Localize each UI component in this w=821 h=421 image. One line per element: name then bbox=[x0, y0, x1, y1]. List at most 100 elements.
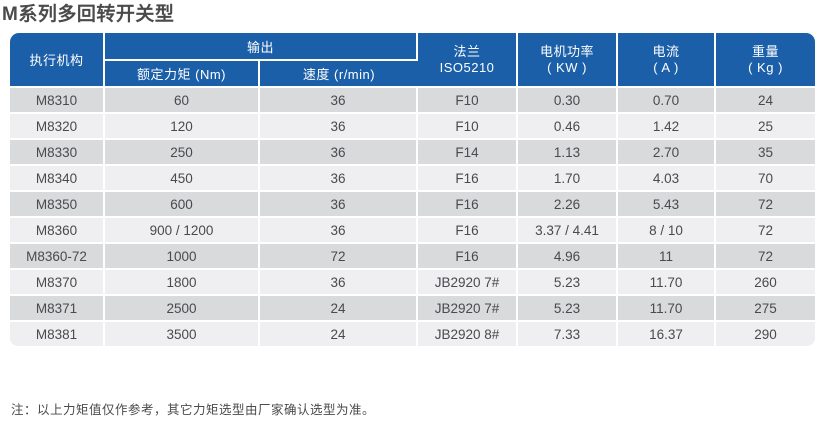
cell-flange: F16 bbox=[418, 218, 519, 244]
cell-actuator: M8370 bbox=[10, 270, 105, 296]
cell-speed: 36 bbox=[260, 88, 419, 114]
cell-speed: 36 bbox=[260, 192, 419, 218]
table-row: M8330 250 36 F14 1.13 2.70 35 bbox=[10, 140, 816, 166]
header-row-sub: 额定力矩 (Nm) 速度 (r/min) bbox=[10, 61, 815, 88]
col-header-motor-power-line1: 电机功率 bbox=[540, 43, 595, 59]
cell-current: 2.70 bbox=[618, 140, 717, 166]
cell-weight: 72 bbox=[716, 244, 816, 270]
table-row: M8310 60 36 F10 0.30 0.70 24 bbox=[10, 88, 816, 114]
col-header-output-group: 输出 bbox=[105, 33, 419, 61]
cell-weight: 35 bbox=[716, 140, 816, 166]
cell-actuator: M8360 bbox=[10, 218, 105, 244]
col-header-weight: 重量 ( Kg ) bbox=[716, 33, 816, 88]
cell-rated-torque: 250 bbox=[105, 140, 260, 166]
table-row: M8371 2500 24 JB2920 7# 5.23 11.70 275 bbox=[10, 296, 816, 322]
cell-rated-torque: 900 / 1200 bbox=[105, 218, 260, 244]
col-header-flange: 法兰 ISO5210 bbox=[418, 33, 519, 88]
cell-motor-power: 3.37 / 4.41 bbox=[518, 218, 619, 244]
cell-current: 0.70 bbox=[618, 88, 717, 114]
cell-motor-power: 4.96 bbox=[518, 244, 619, 270]
table-body: M8310 60 36 F10 0.30 0.70 24 M8320 120 36 F10 0.46 1… bbox=[10, 88, 816, 348]
cell-rated-torque: 1000 bbox=[105, 244, 260, 270]
cell-speed: 36 bbox=[260, 218, 419, 244]
cell-speed: 24 bbox=[260, 296, 419, 322]
cell-motor-power: 7.33 bbox=[518, 322, 619, 348]
cell-speed: 36 bbox=[260, 114, 419, 140]
cell-current: 11.70 bbox=[618, 296, 717, 322]
spec-table: 执行机构 输出 法兰 ISO5210 电机功率 ( KW ) 电流 ( A ) … bbox=[10, 33, 816, 348]
col-header-rated-torque: 额定力矩 (Nm) bbox=[105, 61, 260, 88]
cell-motor-power: 1.13 bbox=[518, 140, 619, 166]
col-header-flange-line1: 法兰 bbox=[453, 43, 481, 59]
cell-flange: F14 bbox=[418, 140, 519, 166]
cell-weight: 260 bbox=[716, 270, 816, 296]
cell-actuator: M8360-72 bbox=[10, 244, 105, 270]
cell-flange: F16 bbox=[418, 166, 519, 192]
cell-current: 11.70 bbox=[618, 270, 717, 296]
cell-flange: JB2920 7# bbox=[418, 296, 519, 322]
cell-speed: 72 bbox=[260, 244, 419, 270]
col-header-speed: 速度 (r/min) bbox=[260, 61, 419, 88]
table-row: M8381 3500 24 JB2920 8# 7.33 16.37 290 bbox=[10, 322, 816, 348]
cell-rated-torque: 60 bbox=[105, 88, 260, 114]
cell-current: 4.03 bbox=[618, 166, 717, 192]
cell-flange: F10 bbox=[418, 88, 519, 114]
cell-actuator: M8381 bbox=[10, 322, 105, 348]
col-header-motor-power: 电机功率 ( KW ) bbox=[518, 33, 619, 88]
cell-weight: 290 bbox=[716, 322, 816, 348]
table-header: 执行机构 输出 法兰 ISO5210 电机功率 ( KW ) 电流 ( A ) … bbox=[10, 33, 816, 88]
cell-rated-torque: 2500 bbox=[105, 296, 260, 322]
col-header-weight-line1: 重量 bbox=[752, 43, 780, 59]
cell-current: 11 bbox=[618, 244, 717, 270]
cell-actuator: M8330 bbox=[10, 140, 105, 166]
table-row: M8360 900 / 1200 36 F16 3.37 / 4.41 8 / 10 72 bbox=[10, 218, 816, 244]
col-header-current-line1: 电流 bbox=[652, 43, 680, 59]
header-row-top: 执行机构 输出 法兰 ISO5210 电机功率 ( KW ) 电流 ( A ) … bbox=[10, 33, 816, 88]
table-row: M8320 120 36 F10 0.46 1.42 25 bbox=[10, 114, 816, 140]
col-header-actuator: 执行机构 bbox=[10, 33, 105, 88]
cell-flange: F16 bbox=[418, 192, 519, 218]
col-header-flange-line2: ISO5210 bbox=[439, 59, 495, 75]
col-header-weight-line2: ( Kg ) bbox=[748, 59, 783, 75]
cell-motor-power: 2.26 bbox=[518, 192, 619, 218]
table-row: M8360-72 1000 72 F16 4.96 11 72 bbox=[10, 244, 816, 270]
cell-flange: JB2920 8# bbox=[418, 322, 519, 348]
cell-weight: 70 bbox=[716, 166, 816, 192]
page-title: M系列多回转开关型 bbox=[2, 4, 175, 25]
col-header-current-line2: ( A ) bbox=[653, 59, 679, 75]
cell-speed: 36 bbox=[260, 166, 419, 192]
cell-speed: 36 bbox=[260, 270, 419, 296]
cell-motor-power: 5.23 bbox=[518, 270, 619, 296]
cell-motor-power: 0.46 bbox=[518, 114, 619, 140]
cell-motor-power: 1.70 bbox=[518, 166, 619, 192]
cell-rated-torque: 600 bbox=[105, 192, 260, 218]
cell-actuator: M8371 bbox=[10, 296, 105, 322]
cell-flange: F16 bbox=[418, 244, 519, 270]
cell-actuator: M8320 bbox=[10, 114, 105, 140]
cell-actuator: M8310 bbox=[10, 88, 105, 114]
table-row: M8370 1800 36 JB2920 7# 5.23 11.70 260 bbox=[10, 270, 816, 296]
footnote: 注：以上力矩值仅作参考，其它力矩选型由厂家确认选型为准。 bbox=[11, 403, 376, 417]
cell-current: 1.42 bbox=[618, 114, 717, 140]
cell-rated-torque: 120 bbox=[105, 114, 260, 140]
cell-rated-torque: 3500 bbox=[105, 322, 260, 348]
cell-motor-power: 5.23 bbox=[518, 296, 619, 322]
cell-speed: 24 bbox=[260, 322, 419, 348]
cell-flange: JB2920 7# bbox=[418, 270, 519, 296]
cell-current: 5.43 bbox=[618, 192, 717, 218]
cell-weight: 25 bbox=[716, 114, 816, 140]
table-row: M8350 600 36 F16 2.26 5.43 72 bbox=[10, 192, 816, 218]
cell-flange: F10 bbox=[418, 114, 519, 140]
cell-weight: 275 bbox=[716, 296, 816, 322]
cell-motor-power: 0.30 bbox=[518, 88, 619, 114]
cell-current: 16.37 bbox=[618, 322, 717, 348]
cell-weight: 72 bbox=[716, 192, 816, 218]
cell-weight: 24 bbox=[716, 88, 816, 114]
cell-rated-torque: 1800 bbox=[105, 270, 260, 296]
table-row: M8340 450 36 F16 1.70 4.03 70 bbox=[10, 166, 816, 192]
cell-rated-torque: 450 bbox=[105, 166, 260, 192]
cell-current: 8 / 10 bbox=[618, 218, 717, 244]
col-header-motor-power-line2: ( KW ) bbox=[547, 59, 587, 75]
cell-weight: 72 bbox=[716, 218, 816, 244]
